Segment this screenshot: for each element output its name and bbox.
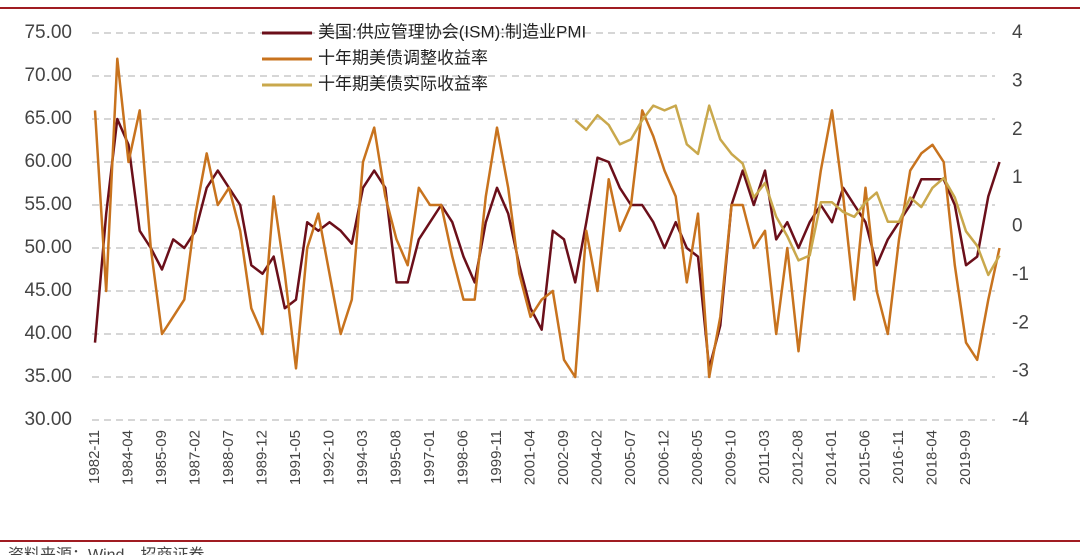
y-tick-label: 55.00	[24, 194, 72, 215]
y-tick-label: 35.00	[24, 366, 72, 387]
y2-tick-label: -3	[1012, 361, 1029, 382]
x-tick-label: 1994-03	[354, 430, 371, 485]
x-tick-label: 1991-05	[287, 430, 304, 485]
legend-label: 十年期美债实际收益率	[318, 74, 488, 93]
x-tick-label: 2011-03	[756, 430, 773, 484]
y-tick-label: 60.00	[24, 151, 72, 172]
x-tick-label: 1988-07	[220, 430, 237, 485]
y2-tick-label: 4	[1012, 22, 1023, 43]
x-tick-label: 2001-04	[521, 430, 538, 485]
x-tick-label: 1998-06	[454, 430, 471, 485]
x-tick-label: 1985-09	[153, 430, 170, 485]
x-tick-label: 2004-02	[588, 430, 605, 485]
x-tick-label: 1995-08	[387, 430, 404, 485]
series-line	[574, 104, 1001, 277]
y-tick-label: 30.00	[24, 409, 72, 430]
x-tick-label: 2018-04	[923, 430, 940, 485]
x-tick-label: 1989-12	[253, 430, 270, 485]
legend-label: 美国:供应管理协会(ISM):制造业PMI	[318, 22, 586, 41]
x-tick-label: 1992-10	[320, 430, 337, 485]
x-tick-label: 2006-12	[655, 430, 672, 485]
x-tick-label: 2014-01	[823, 430, 840, 485]
x-tick-label: 1999-11	[488, 430, 505, 484]
y2-tick-label: 2	[1012, 119, 1023, 140]
y-tick-label: 75.00	[24, 22, 72, 43]
y-tick-label: 40.00	[24, 323, 72, 344]
y2-tick-label: 1	[1012, 167, 1023, 188]
y-tick-label: 65.00	[24, 108, 72, 129]
x-tick-label: 1987-02	[186, 430, 203, 485]
x-tick-label: 2012-08	[789, 430, 806, 485]
x-tick-label: 2009-10	[722, 430, 739, 485]
x-tick-label: 2008-05	[689, 430, 706, 485]
source: 资料来源：Wind，招商证券	[8, 546, 204, 555]
x-tick-label: 1997-01	[421, 430, 438, 485]
legend-label: 十年期美债调整收益率	[318, 48, 488, 67]
x-tick-label: 1982-11	[86, 430, 103, 484]
x-tick-label: 2015-06	[856, 430, 873, 485]
x-tick-label: 2016-11	[890, 430, 907, 484]
y2-tick-label: 0	[1012, 216, 1023, 237]
series-line	[93, 57, 1001, 379]
x-tick-label: 2019-09	[957, 430, 974, 485]
y2-tick-label: -4	[1012, 409, 1029, 430]
series-line	[93, 117, 1001, 370]
y-tick-label: 45.00	[24, 280, 72, 301]
y-tick-label: 50.00	[24, 237, 72, 258]
x-tick-label: 1984-04	[119, 430, 136, 485]
y2-tick-label: -2	[1012, 312, 1029, 333]
x-tick-label: 2002-09	[555, 430, 572, 485]
y2-tick-label: 3	[1012, 70, 1023, 91]
y2-tick-label: -1	[1012, 264, 1029, 285]
x-tick-label: 2005-07	[622, 430, 639, 485]
y-tick-label: 70.00	[24, 65, 72, 86]
